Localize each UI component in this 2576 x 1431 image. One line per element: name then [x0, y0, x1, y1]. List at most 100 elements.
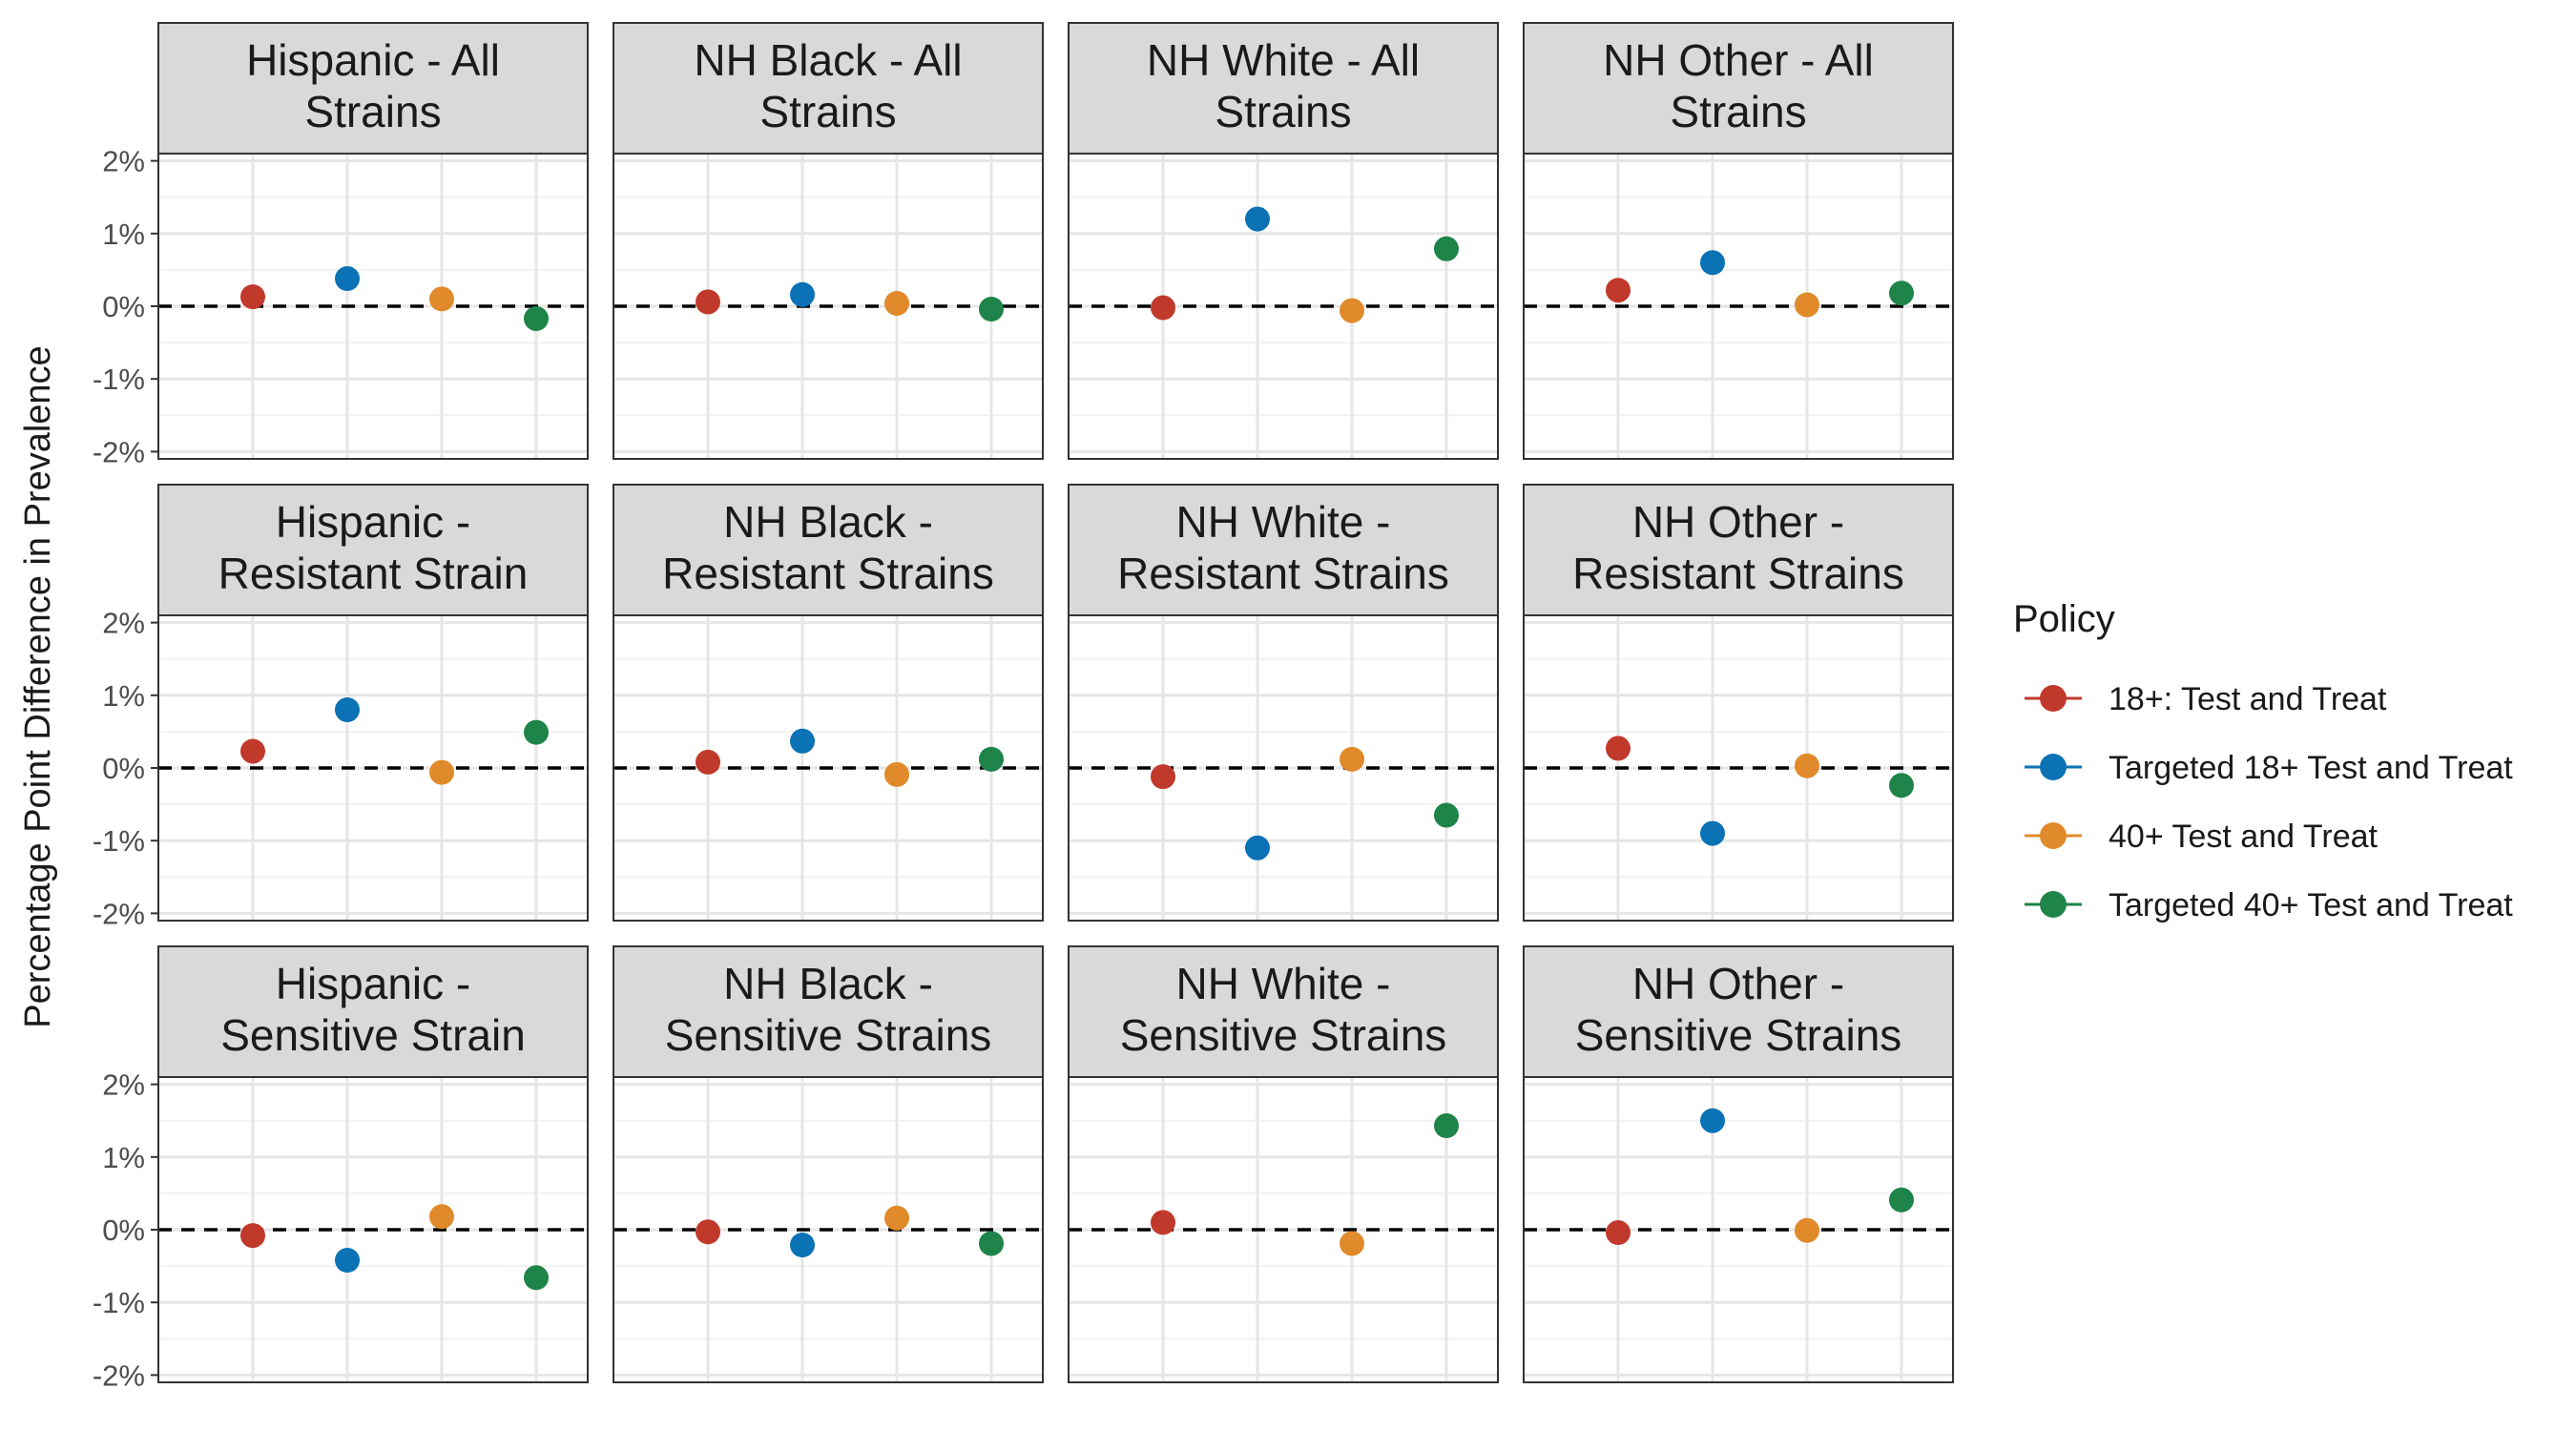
data-point — [884, 1205, 909, 1231]
panel-border — [613, 1076, 1044, 1383]
y-tick-label: -1% — [93, 1286, 145, 1319]
data-point — [1434, 802, 1459, 828]
facet-panel: NH Other -Sensitive Strains — [1523, 945, 1954, 1383]
facet-title-line: NH White - — [1176, 959, 1391, 1008]
data-point — [696, 289, 720, 315]
y-tick-label: 0% — [102, 752, 145, 785]
data-point — [240, 1223, 265, 1249]
data-point — [1606, 278, 1631, 303]
data-point — [1151, 1210, 1175, 1235]
legend: Policy 18+: Test and Treat Targeted 18+ T… — [2013, 598, 2513, 923]
facet-strip — [1523, 484, 1954, 616]
panel-border — [1068, 1076, 1499, 1383]
data-point — [335, 266, 360, 292]
facet-strip — [157, 484, 589, 616]
facet-strip — [1523, 22, 1954, 155]
facet-title-line: Strains — [1215, 87, 1351, 136]
y-tick-label: 0% — [102, 1213, 145, 1247]
data-point — [696, 1219, 720, 1245]
panel-border — [613, 614, 1044, 922]
facet-panel: NH Black -Sensitive Strains — [613, 945, 1044, 1383]
data-point — [240, 738, 265, 764]
facet-title-line: NH Black - — [723, 497, 933, 547]
facet-strip — [1523, 945, 1954, 1078]
facet-title-line: NH Black - — [723, 959, 933, 1008]
y-tick-label: 1% — [102, 218, 145, 251]
facet-panel: NH Other -Resistant Strains — [1523, 484, 1954, 922]
y-tick-label: 0% — [102, 290, 145, 323]
legend-key-marker — [2040, 754, 2067, 780]
data-point — [979, 1231, 1004, 1256]
data-point — [1340, 1231, 1364, 1256]
data-point — [1434, 236, 1459, 261]
data-point — [429, 286, 454, 312]
facet-title-line: Resistant Strain — [218, 549, 529, 598]
legend-key-marker — [2040, 822, 2067, 849]
facet-strip — [613, 484, 1044, 616]
facet-panel: NH White -Resistant Strains — [1068, 484, 1499, 922]
facet-strip — [1068, 484, 1499, 616]
facet-title-line: NH Other - — [1632, 497, 1844, 547]
facet-title-line: NH White - — [1176, 497, 1391, 547]
legend-key-marker — [2040, 685, 2067, 712]
data-point — [524, 305, 549, 331]
data-point — [979, 746, 1004, 772]
data-point — [240, 284, 265, 310]
data-point — [979, 297, 1004, 322]
facet-title-line: NH White - All — [1147, 35, 1420, 85]
facet-title-line: Resistant Strains — [1117, 549, 1449, 598]
y-tick-label: -1% — [93, 363, 145, 396]
data-point — [335, 697, 360, 723]
facet-strip — [157, 945, 589, 1078]
facet-panel: Hispanic -Resistant Strain 2% 1% 0% -1% -2% — [93, 484, 589, 930]
facet-title-line: Hispanic - — [276, 959, 471, 1008]
y-tick-label: 2% — [102, 607, 145, 640]
facet-title-line: NH Black - All — [694, 35, 962, 85]
panel-border — [1523, 153, 1954, 460]
facet-strip — [1068, 22, 1499, 155]
facet-title-line: Sensitive Strain — [220, 1010, 526, 1060]
y-tick-label: 2% — [102, 145, 145, 178]
facet-title-line: Hispanic - All — [246, 35, 500, 85]
data-point — [1245, 835, 1270, 861]
y-tick-label: -2% — [93, 1358, 145, 1392]
facet-panels: Hispanic - All Strains 2% 1% 0% -1% -2% NH Blac… — [93, 22, 1954, 1392]
data-point — [524, 1265, 549, 1291]
facet-panel: NH White -Sensitive Strains — [1068, 945, 1499, 1383]
data-point — [1606, 1220, 1631, 1246]
panel-border — [1068, 614, 1499, 922]
facet-strip — [613, 22, 1044, 155]
data-point — [1151, 764, 1175, 790]
facet-title-line: Resistant Strains — [1572, 549, 1904, 598]
legend-entry-label: Targeted 40+ Test and Treat — [2109, 887, 2513, 923]
data-point — [884, 761, 909, 787]
data-point — [1151, 295, 1175, 321]
legend-entry-label: Targeted 18+ Test and Treat — [2109, 750, 2513, 786]
y-tick-label: 1% — [102, 1141, 145, 1174]
y-tick-label: -2% — [93, 435, 145, 468]
data-point — [790, 1233, 815, 1257]
facet-strip — [613, 945, 1044, 1078]
data-point — [1889, 280, 1914, 306]
y-tick-label: -1% — [93, 824, 145, 858]
data-point — [335, 1248, 360, 1273]
facet-title-line: Sensitive Strains — [665, 1010, 992, 1060]
data-point — [1700, 820, 1725, 846]
facet-title-line: NH Other - All — [1603, 35, 1874, 85]
data-point — [429, 759, 454, 785]
data-point — [1434, 1113, 1459, 1139]
legend-title: Policy — [2013, 598, 2115, 640]
panel-border — [1523, 1076, 1954, 1383]
legend-key-marker — [2040, 891, 2067, 918]
data-point — [524, 719, 549, 745]
data-point — [1700, 1108, 1725, 1133]
data-point — [1795, 753, 1819, 778]
panel-border — [1068, 153, 1499, 460]
facet-title-line: Strains — [759, 87, 896, 136]
data-point — [1340, 298, 1364, 323]
facet-strip — [157, 22, 589, 155]
